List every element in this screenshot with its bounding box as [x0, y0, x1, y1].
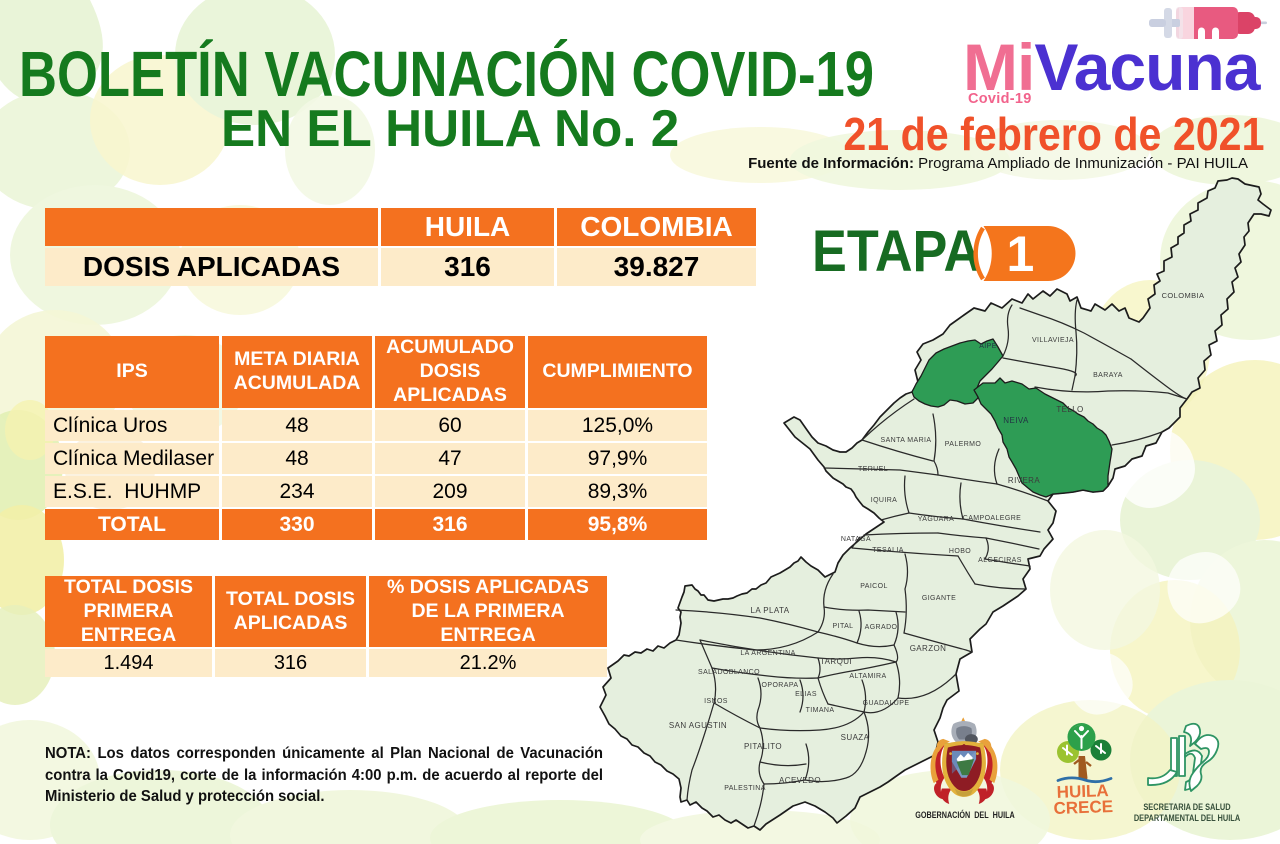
svg-text:PAICOL: PAICOL — [860, 583, 888, 590]
svg-text:ALTAMIRA: ALTAMIRA — [849, 673, 886, 680]
svg-text:SAN AGUSTIN: SAN AGUSTIN — [669, 721, 727, 730]
svg-text:LA ARGENTINA: LA ARGENTINA — [740, 650, 795, 657]
svg-text:ALGECIRAS: ALGECIRAS — [978, 557, 1022, 564]
svg-text:PALERMO: PALERMO — [945, 441, 982, 448]
svg-text:PITALITO: PITALITO — [744, 742, 782, 751]
svg-text:AGRADO: AGRADO — [865, 624, 898, 631]
svg-text:PALESTINA: PALESTINA — [724, 785, 766, 792]
svg-text:TELLO: TELLO — [1056, 405, 1083, 414]
svg-text:GIGANTE: GIGANTE — [922, 595, 956, 602]
svg-text:TESALIA: TESALIA — [872, 547, 904, 554]
svg-text:IQUIRA: IQUIRA — [871, 497, 898, 504]
svg-text:NEIVA: NEIVA — [1003, 416, 1029, 425]
svg-text:LA PLATA: LA PLATA — [751, 606, 790, 615]
svg-text:GARZON: GARZON — [910, 644, 947, 653]
svg-text:SANTA MARIA: SANTA MARIA — [881, 437, 932, 444]
svg-text:TARQUI: TARQUI — [820, 657, 852, 666]
svg-text:AIPE: AIPE — [979, 343, 997, 350]
svg-text:YAGUARA: YAGUARA — [918, 516, 955, 523]
svg-text:OPORAPA: OPORAPA — [762, 682, 799, 689]
svg-text:ACEVEDO: ACEVEDO — [779, 776, 821, 785]
svg-text:ISNOS: ISNOS — [704, 698, 728, 705]
svg-text:TERUEL: TERUEL — [858, 466, 888, 473]
svg-text:1: 1 — [1007, 226, 1035, 282]
svg-text:GUADALUPE: GUADALUPE — [863, 700, 910, 707]
svg-text:BARAYA: BARAYA — [1093, 372, 1123, 379]
svg-text:SALADOBLANCO: SALADOBLANCO — [698, 669, 760, 676]
svg-text:RIVERA: RIVERA — [1008, 476, 1040, 485]
svg-text:SUAZA: SUAZA — [841, 733, 870, 742]
svg-text:NATAGA: NATAGA — [841, 536, 871, 543]
svg-text:ELIAS: ELIAS — [795, 691, 817, 698]
svg-text:COLOMBIA: COLOMBIA — [1162, 291, 1205, 300]
svg-text:VILLAVIEJA: VILLAVIEJA — [1032, 337, 1074, 344]
svg-text:TIMANA: TIMANA — [806, 707, 835, 714]
svg-text:PITAL: PITAL — [833, 623, 854, 630]
svg-text:CAMPOALEGRE: CAMPOALEGRE — [963, 515, 1021, 522]
svg-text:HOBO: HOBO — [949, 548, 971, 555]
